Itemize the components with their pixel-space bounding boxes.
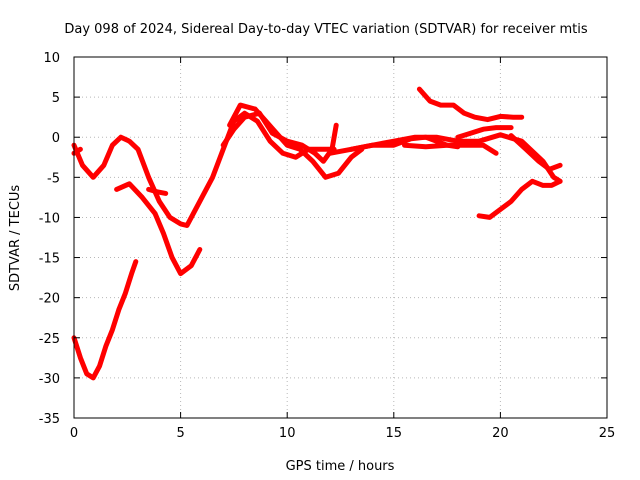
series-arc-c [227, 102, 365, 180]
y-tick-labels: -35 -30 -25 -20 -15 -10 -5 0 5 10 [39, 51, 60, 427]
x-axis-label: GPS time / hours [286, 459, 395, 474]
series-arc-m [71, 259, 139, 381]
x-tick-label: 20 [492, 426, 509, 441]
y-axis-label: SDTVAR / TECUs [8, 185, 23, 292]
y-tick-label: 0 [52, 131, 60, 146]
y-tick-label: -5 [47, 171, 60, 186]
x-tick-label: 10 [279, 426, 296, 441]
y-tick-label: -15 [39, 252, 60, 267]
data-series [71, 86, 563, 381]
series-arc-g [416, 86, 525, 123]
series-arc-a [71, 110, 337, 228]
grid-lines [74, 57, 607, 418]
chart-title: Day 098 of 2024, Sidereal Day-to-day VTE… [64, 22, 588, 37]
series-arc-h [455, 125, 514, 140]
y-tick-label: 5 [52, 91, 60, 106]
y-tick-label: -10 [39, 211, 60, 226]
series-arc-b [220, 110, 339, 164]
y-tick-label: -35 [39, 412, 60, 427]
series-arc-j [476, 178, 563, 220]
x-tick-label: 5 [176, 426, 184, 441]
y-tick-label: -25 [39, 332, 60, 347]
plot-frame [73, 56, 608, 419]
x-tick-label: 0 [70, 426, 78, 441]
x-tick-label: 25 [599, 426, 616, 441]
x-tick-labels: 0 5 10 15 20 25 [70, 426, 615, 441]
series-arc-l [146, 186, 169, 196]
y-tick-label: 10 [43, 51, 60, 66]
x-tick-label: 15 [386, 426, 403, 441]
y-tick-label: -30 [39, 372, 60, 387]
series-arc-f [402, 142, 499, 156]
axis-ticks [73, 56, 608, 419]
series-arc-k [114, 181, 203, 277]
series-arc-i [508, 133, 563, 172]
y-tick-label: -20 [39, 292, 60, 307]
series-arc-n [71, 146, 83, 156]
